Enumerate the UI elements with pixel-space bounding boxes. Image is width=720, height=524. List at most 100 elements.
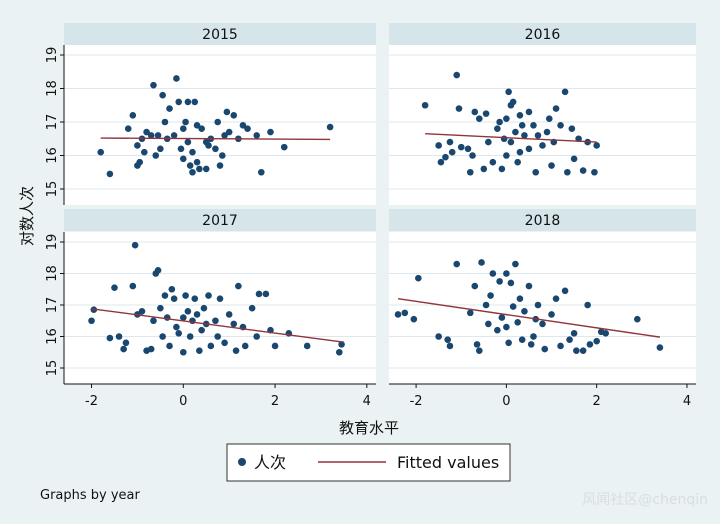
data-point [496,278,503,285]
data-point [239,122,247,129]
data-point [500,135,508,143]
data-point [485,320,492,328]
fitted-line [425,133,597,143]
data-point [534,132,542,139]
x-tick-label: 2 [271,394,279,409]
data-point [212,145,219,153]
watermark: 风闻社区@chenqin [582,492,708,508]
plot-area [389,232,696,384]
plot-area [64,232,376,384]
data-point [435,142,442,149]
data-point [568,125,576,132]
data-point [129,282,137,290]
data-point [131,241,139,249]
data-point [150,317,157,325]
data-point [514,319,521,326]
data-point [235,282,242,290]
fitted-line [91,308,344,343]
data-point [507,138,515,146]
panel-title: 2017 [202,213,238,229]
data-point [255,290,263,298]
data-point [193,122,201,129]
data-point [271,342,279,350]
data-point [168,285,176,293]
data-point [230,112,238,119]
data-point [159,91,166,99]
data-point [170,295,178,303]
data-point [584,301,591,309]
y-axis-title: 对数人次 [18,186,36,246]
data-point [575,135,582,143]
data-point [602,330,610,337]
panel-strip [389,23,696,45]
data-point [514,158,521,166]
data-point [253,132,261,139]
data-point [503,323,510,331]
data-point [512,128,519,136]
data-point [186,333,194,340]
data-point [507,279,515,287]
data-point [566,336,573,343]
data-point [489,158,497,166]
data-point [216,295,224,303]
data-point [487,292,494,299]
data-point [455,105,463,112]
data-point [545,115,553,122]
data-point [521,132,528,139]
plot-area [389,45,696,205]
legend-label-points: 人次 [254,453,286,472]
data-point [205,292,212,299]
data-point [453,71,461,79]
data-point [548,162,555,169]
fitted-line [397,298,660,338]
data-point [191,295,199,303]
data-point [444,336,451,343]
data-point [516,112,524,119]
data-point [485,138,492,146]
data-point [516,295,524,303]
x-tick-label: 2 [593,394,601,409]
panel-2018: 2018 -2 0 2 4 [389,209,696,409]
data-point [218,152,226,159]
graphs-by-note: Graphs by year [40,488,141,503]
data-point [173,75,180,82]
data-point [489,270,497,277]
data-point [124,125,132,132]
data-point [157,145,164,153]
data-point [106,334,114,342]
data-point [505,339,512,347]
data-point [525,282,533,290]
data-point [200,304,208,312]
data-point [111,284,118,291]
data-point [530,122,537,129]
data-point [530,333,537,340]
data-point [518,122,526,129]
data-point [561,88,569,96]
data-point [475,347,483,354]
data-point [471,282,479,290]
data-point [482,110,490,117]
data-point [401,309,409,317]
x-tick-label: -2 [410,394,423,409]
data-point [136,158,144,166]
data-point [166,342,173,350]
data-point [548,311,555,318]
data-point [516,148,524,156]
legend: 人次 Fitted values [226,443,511,482]
data-point [186,162,194,169]
data-point [157,304,164,312]
data-point [244,125,251,132]
data-point [198,125,205,132]
y-tick-label: 16 [45,328,60,345]
data-point [280,143,288,151]
panel-strip [389,209,696,231]
data-point [214,333,222,340]
x-tick-label: 0 [179,394,187,409]
data-point [122,339,130,347]
data-point [503,270,510,277]
data-point [147,132,155,139]
data-point [421,101,429,109]
data-point [498,314,506,321]
data-point [410,315,418,323]
data-point [593,337,600,345]
